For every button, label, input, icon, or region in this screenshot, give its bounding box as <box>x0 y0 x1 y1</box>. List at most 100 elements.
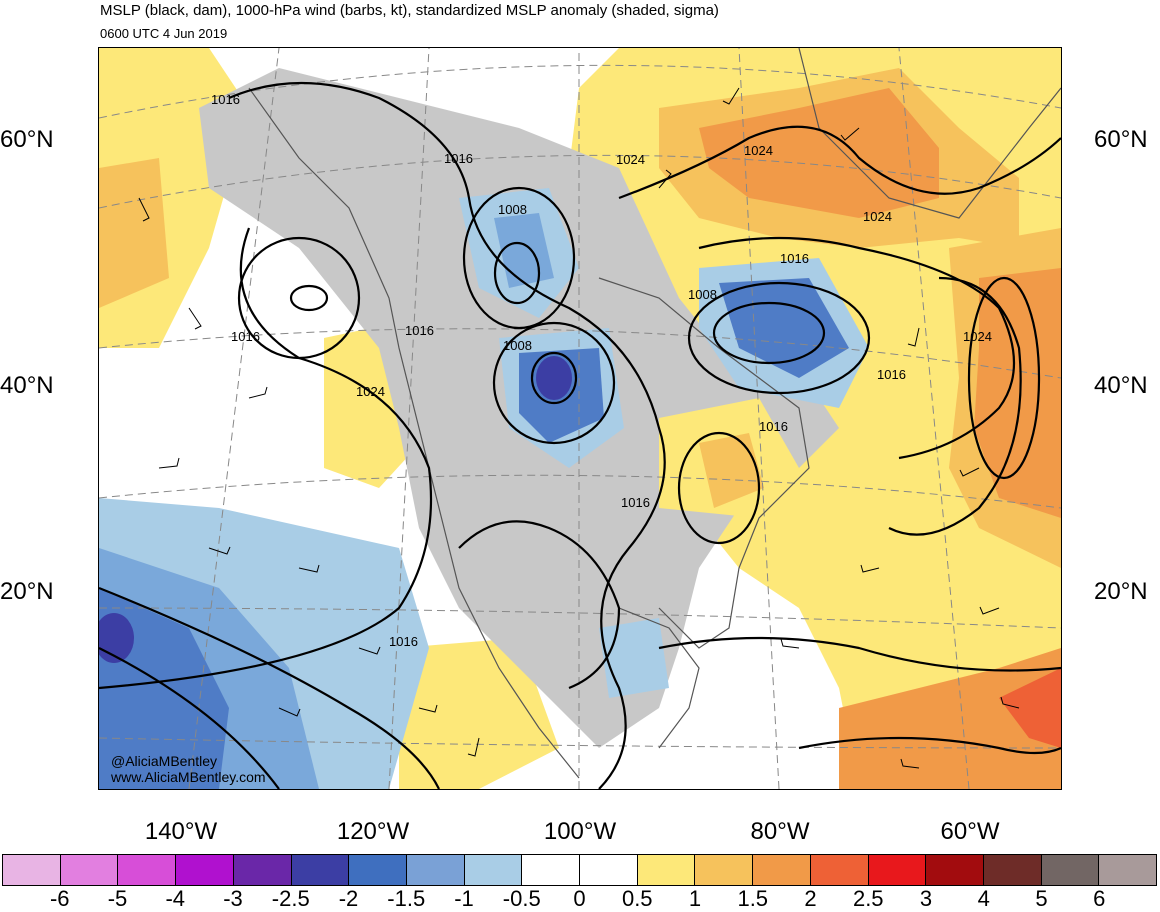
isobar-contour <box>618 125 1061 200</box>
colorbar-label: -0.5 <box>502 886 541 911</box>
lat-label-40n-right: 40°N <box>1094 372 1148 399</box>
credit-site: www.AliciaMBentley.com <box>111 769 266 785</box>
colorbar-label: 1.5 <box>737 886 769 911</box>
isobar-high-atlantic <box>967 276 1041 480</box>
lon-label-100w: 100°W <box>543 818 617 845</box>
anomaly-positive-mexico-pacific <box>399 638 559 789</box>
wind-barb <box>278 707 301 717</box>
colorbar-box <box>1099 855 1157 885</box>
latitude-line-50n <box>99 154 1061 209</box>
lat-label-40n-left: 40°N <box>0 372 54 399</box>
wind-barb <box>658 169 672 189</box>
isobar-label: 1024 <box>616 152 645 167</box>
colorbar-label: 0.5 <box>621 886 653 911</box>
colorbar-box <box>3 855 61 885</box>
colorbar-box <box>926 855 984 885</box>
isobar-label: 1008 <box>503 338 532 353</box>
colorbar-label: -1.5 <box>387 886 426 911</box>
colorbar-box <box>810 855 869 885</box>
weather-map: 1016 1016 1016 1016 1016 1016 1016 1016 … <box>98 47 1062 790</box>
colorbar-label: 6 <box>1093 886 1106 911</box>
lon-label-60w: 60°W <box>940 818 1000 845</box>
colorbar-label: 2 <box>804 886 817 911</box>
isobar-contour <box>658 636 1061 672</box>
wind-barb <box>467 737 480 757</box>
colorbar-label: 2.5 <box>852 886 884 911</box>
colorbar-box <box>637 855 696 885</box>
isobar-low-labrador-inner <box>712 301 826 365</box>
isobar-label: 1016 <box>231 329 260 344</box>
anomaly-positive-caribbean <box>839 648 1061 789</box>
chart-title: MSLP (black, dam), 1000-hPa wind (barbs,… <box>100 2 719 19</box>
wind-barb <box>840 127 860 141</box>
wind-barb <box>959 467 980 477</box>
colorbar-label: 1 <box>688 886 702 911</box>
isobar-contour <box>458 520 621 690</box>
anomaly-negative-plains-center <box>536 356 572 400</box>
isobar-low-plains <box>492 321 616 445</box>
wind-barb <box>418 704 438 713</box>
latitude-line-20n <box>99 607 1061 629</box>
isobar-low-canada <box>462 186 576 330</box>
colorbar-box <box>868 855 927 885</box>
wind-barb <box>780 638 800 649</box>
colorbar-box <box>291 855 350 885</box>
colorbar-box <box>753 855 811 885</box>
longitude-line-80w <box>738 48 780 789</box>
colorbar-label: 0 <box>573 886 586 911</box>
isobar-label: 1024 <box>963 329 992 344</box>
anomaly-negative-labrador-low-core <box>719 278 849 378</box>
coastline-greenland <box>798 48 1061 219</box>
wind-barb <box>1000 696 1020 709</box>
wind-barb <box>979 606 1000 615</box>
colorbar-label: -2.5 <box>271 886 310 911</box>
coastline-north-america-west <box>248 87 580 779</box>
wind-barb <box>722 87 740 105</box>
anomaly-colorbar <box>2 854 1157 886</box>
colorbar-label: -5 <box>107 886 128 911</box>
isobar-label: 1016 <box>759 419 788 434</box>
isobar-contour <box>99 647 280 789</box>
chart-valid-time: 0600 UTC 4 Jun 2019 <box>100 26 228 41</box>
colorbar-label: 3 <box>919 886 933 911</box>
isobar-label: 1008 <box>688 287 717 302</box>
wind-barb <box>138 197 150 222</box>
isobar-label: 1016 <box>621 495 650 510</box>
coastline-north-america-east <box>598 277 810 649</box>
isobar-high-west-inner <box>289 284 329 312</box>
lat-label-60n-left: 60°N <box>0 126 54 153</box>
lat-label-20n-left: 20°N <box>0 578 54 605</box>
colorbar-box <box>983 855 1042 885</box>
colorbar-box <box>522 855 581 885</box>
isobar-contour <box>698 236 1015 460</box>
isobar-label: 1024 <box>863 209 892 224</box>
isobar-contour <box>798 736 1061 755</box>
isobar-label: 1016 <box>780 251 809 266</box>
colorbar-box <box>464 855 523 885</box>
wind-barb <box>158 457 180 469</box>
lat-label-20n-right: 20°N <box>1094 578 1148 605</box>
latitude-line-60n <box>99 64 1061 119</box>
isobar-low-labrador <box>687 281 871 395</box>
isobar-label: 1024 <box>356 384 385 399</box>
colorbar-box <box>176 855 234 885</box>
map-canvas: 1016 1016 1016 1016 1016 1016 1016 1016 … <box>99 48 1061 789</box>
colorbar-box <box>233 855 292 885</box>
wind-barb <box>208 546 231 555</box>
colorbar-label: -2 <box>338 886 359 911</box>
isobar-label: 1016 <box>211 92 240 107</box>
colorbar-label: 4 <box>977 886 990 911</box>
wind-barb <box>900 758 920 769</box>
colorbar-box <box>406 855 465 885</box>
coastlines <box>248 48 1061 779</box>
wind-barb <box>188 307 202 330</box>
isobars <box>99 81 1061 789</box>
isobar-ridge-northeast-us <box>677 431 761 545</box>
isobar-low-canada-inner <box>493 241 541 305</box>
colorbar-box <box>118 855 177 885</box>
isobar-label: 1016 <box>389 634 418 649</box>
wind-barb <box>358 646 381 655</box>
isobar-label: 1024 <box>744 143 773 158</box>
isobar-contour <box>228 81 666 789</box>
lon-label-140w: 140°W <box>144 818 218 845</box>
